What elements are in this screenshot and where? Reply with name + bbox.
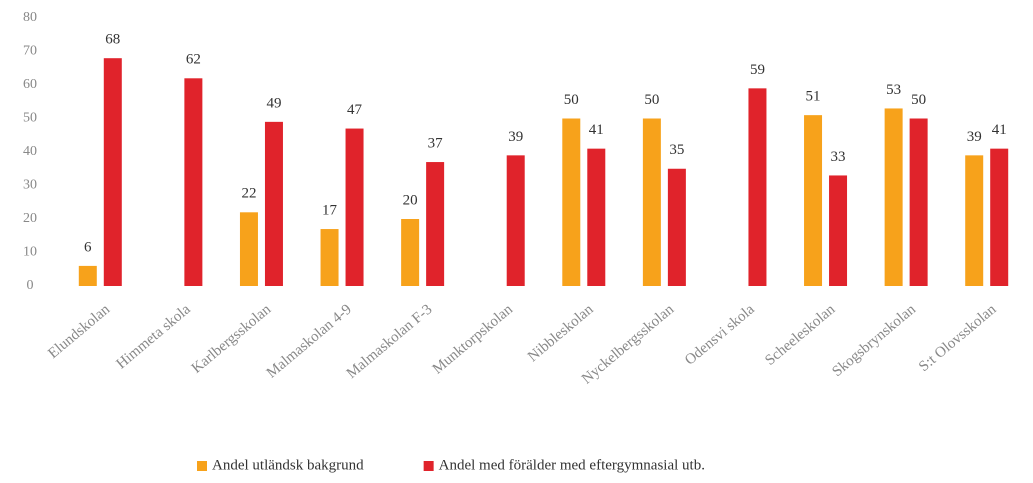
bar xyxy=(562,118,581,286)
x-tick-label: Munktorpskolan xyxy=(430,301,517,377)
bar xyxy=(78,265,97,286)
y-tick-label: 20 xyxy=(23,211,37,226)
bar xyxy=(909,118,928,286)
y-tick-label: 60 xyxy=(23,77,37,92)
bar xyxy=(667,168,686,286)
bar xyxy=(587,148,606,286)
bar xyxy=(506,155,525,286)
value-label: 50 xyxy=(644,92,659,108)
y-tick-label: 50 xyxy=(23,111,37,126)
value-label: 50 xyxy=(564,92,579,108)
value-label: 33 xyxy=(831,149,846,165)
bar xyxy=(239,212,258,286)
bar xyxy=(103,58,122,287)
legend-label: Andel utländsk bakgrund xyxy=(212,457,364,473)
bar xyxy=(642,118,661,286)
value-label: 6 xyxy=(84,239,92,255)
x-tick-label: Himmeta skola xyxy=(113,301,193,372)
value-label: 53 xyxy=(886,82,901,98)
value-label: 59 xyxy=(750,62,765,78)
y-tick-label: 10 xyxy=(23,245,37,260)
legend-label: Andel med förälder med eftergymnasial ut… xyxy=(439,457,705,473)
x-tick-label: Elundskolan xyxy=(45,301,113,362)
value-label: 35 xyxy=(669,142,684,158)
x-tick-label: Scheeleskolan xyxy=(762,301,838,369)
bar xyxy=(184,78,203,286)
x-tick-label: Malmaskolan 4-9 xyxy=(264,301,355,381)
x-tick-label: Odensvi skola xyxy=(682,301,758,368)
bar xyxy=(320,229,339,286)
value-label: 22 xyxy=(241,186,256,202)
value-label: 41 xyxy=(992,122,1007,138)
y-tick-label: 80 xyxy=(23,10,37,25)
bar xyxy=(426,162,445,286)
bar xyxy=(829,175,848,286)
value-label: 68 xyxy=(105,32,120,48)
bar xyxy=(884,108,903,286)
y-tick-label: 70 xyxy=(23,44,37,59)
value-label: 39 xyxy=(967,129,982,145)
bar xyxy=(990,148,1009,286)
value-label: 39 xyxy=(508,129,523,145)
value-label: 62 xyxy=(186,52,201,68)
bar xyxy=(264,121,283,286)
x-tick-label: Malmaskolan F-3 xyxy=(344,301,436,382)
value-label: 51 xyxy=(806,89,821,105)
value-label: 20 xyxy=(403,192,418,208)
value-label: 49 xyxy=(266,95,281,111)
value-label: 41 xyxy=(589,122,604,138)
bar xyxy=(748,88,767,286)
value-label: 37 xyxy=(428,135,444,151)
legend-swatch xyxy=(197,461,207,471)
x-tick-label: Karlbergsskolan xyxy=(189,301,275,377)
y-tick-label: 30 xyxy=(23,178,37,193)
x-tick-label: Skogsbrynskolan xyxy=(829,301,919,380)
bar xyxy=(965,155,984,286)
y-tick-label: 40 xyxy=(23,144,37,159)
x-tick-label: Nibbleskolan xyxy=(525,301,597,365)
value-label: 50 xyxy=(911,92,926,108)
bar xyxy=(804,115,823,287)
bar xyxy=(345,128,364,286)
legend-swatch xyxy=(423,461,434,471)
value-label: 47 xyxy=(347,102,363,118)
bar xyxy=(401,219,420,286)
value-label: 17 xyxy=(322,202,338,218)
x-tick-label: S:t Olovsskolan xyxy=(916,301,1000,375)
y-tick-label: 0 xyxy=(27,278,34,293)
